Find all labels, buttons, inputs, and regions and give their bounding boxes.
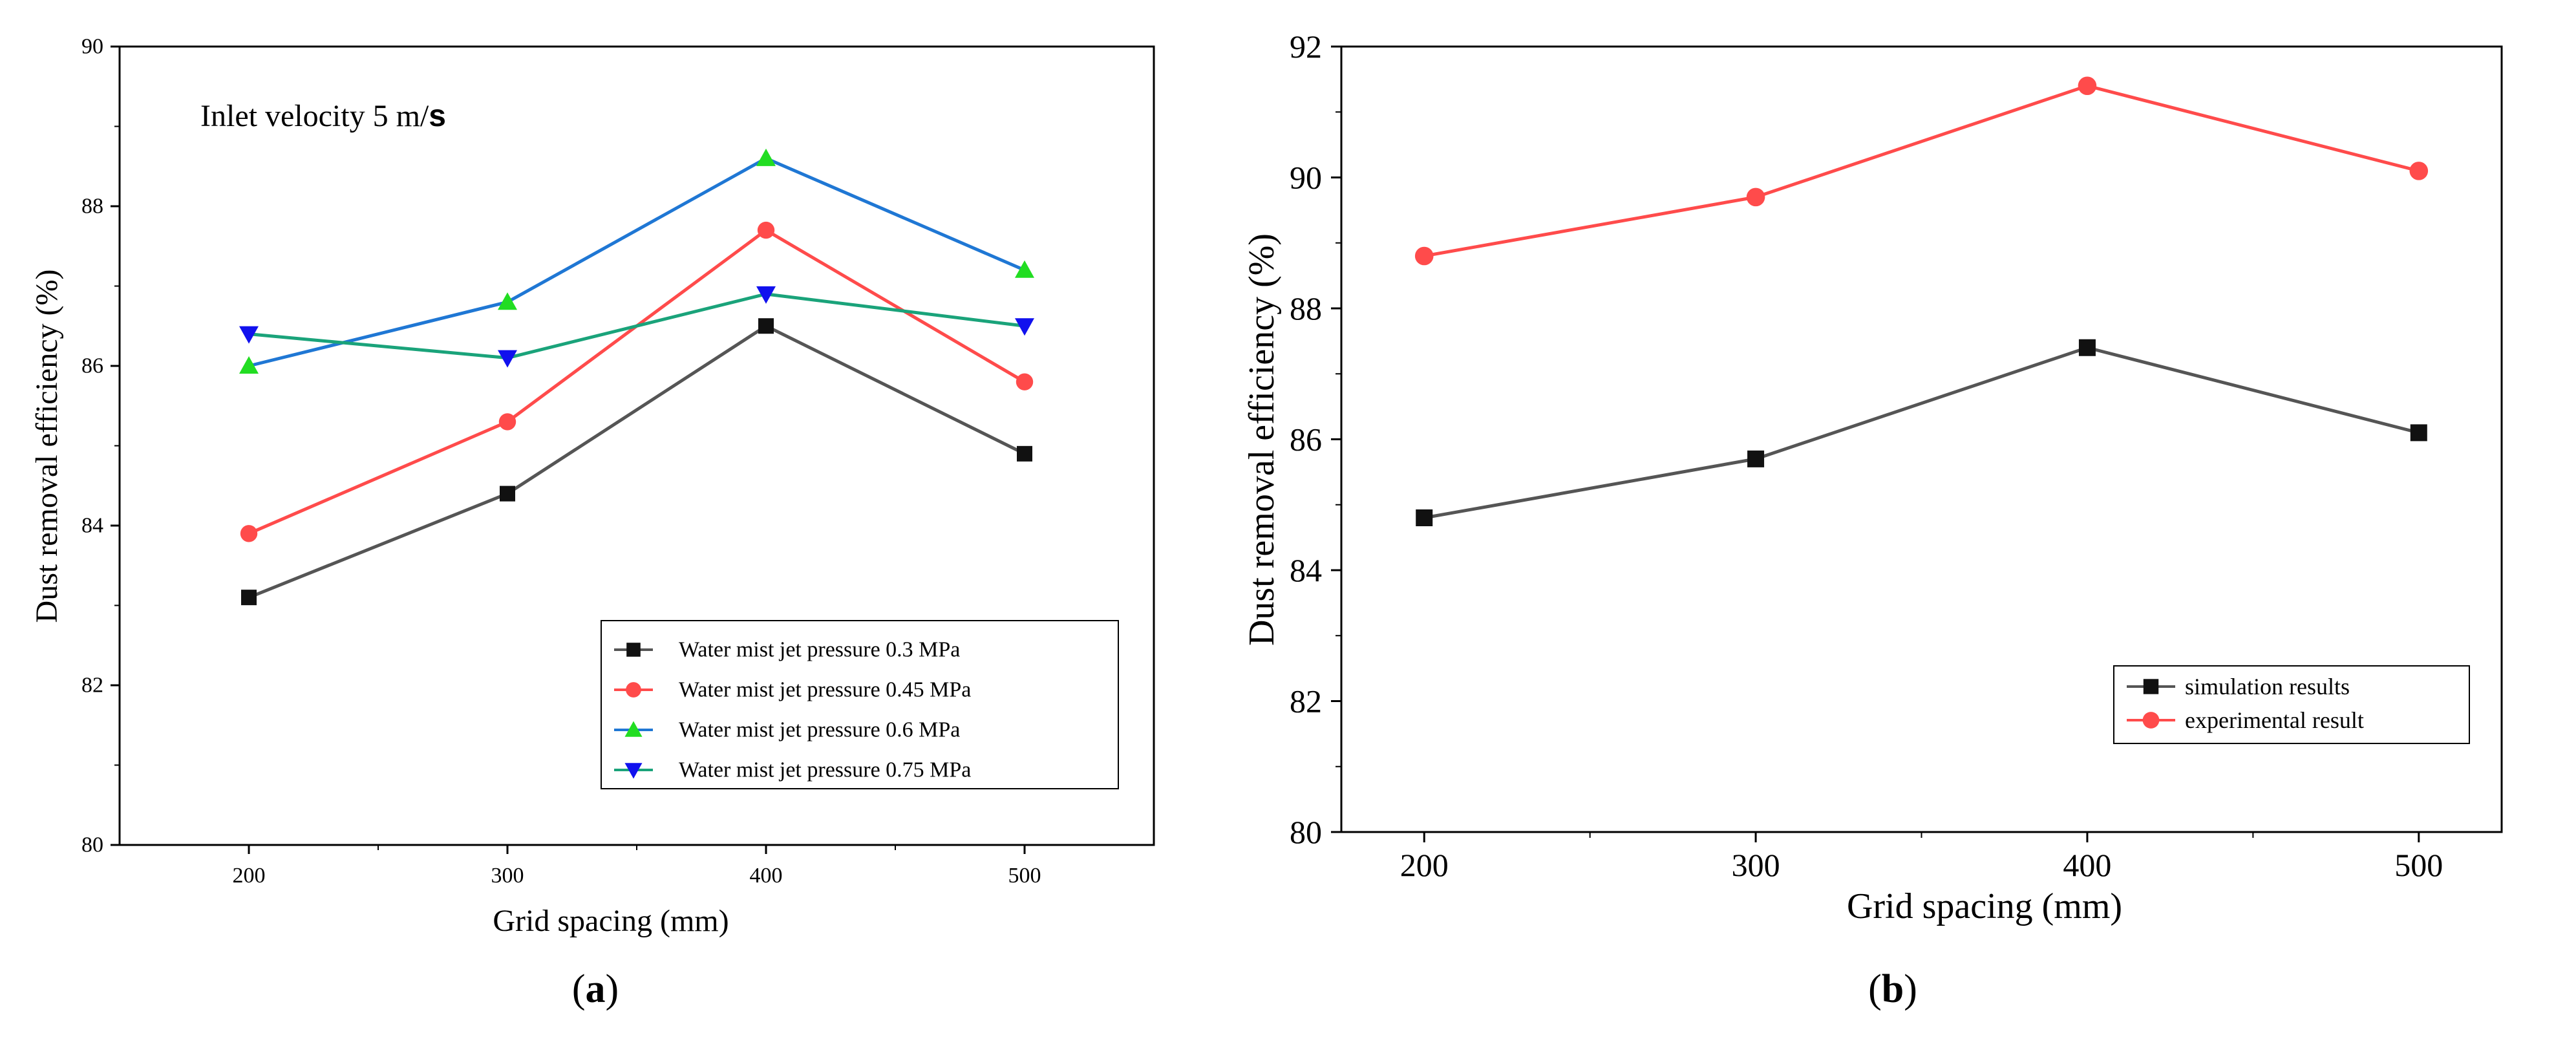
chart-b-marks (1414, 76, 2429, 526)
legend-swatch-marker (626, 643, 641, 657)
chart-a-legend-items: Water mist jet pressure 0.3 MPa Water mis… (614, 638, 971, 782)
chart-a-x-axis-title: Grid spacing (mm) (493, 904, 729, 938)
data-point (500, 486, 515, 502)
chart-b-ticks: 80 82 84 86 88 90 92 200 300 400 500 (1290, 28, 2443, 883)
legend-swatch-marker (626, 682, 641, 698)
y-tick-label: 86 (1290, 422, 1322, 458)
y-tick-label: 90 (81, 35, 103, 59)
legend-swatch-marker (624, 721, 643, 737)
data-point (1015, 260, 1034, 278)
chart-b-x-axis-title: Grid spacing (mm) (1847, 886, 2122, 926)
series-line (248, 228, 1026, 535)
data-point (498, 350, 517, 368)
series-2 (1414, 76, 2429, 266)
chart-b-legend-box (2113, 665, 2470, 744)
x-tick-label: 200 (1400, 847, 1449, 883)
data-point (2078, 76, 2097, 96)
data-point (1414, 246, 1434, 266)
x-tick-label: 500 (1008, 864, 1041, 888)
x-tick-label: 300 (1732, 847, 1780, 883)
data-point (498, 413, 516, 431)
data-point (756, 148, 776, 166)
series-line (248, 292, 1025, 360)
legend-label: Water mist jet pressure 0.75 MPa (679, 758, 971, 782)
chart-b-legend-items: simulation results experimental result (2127, 674, 2364, 733)
y-tick-label: 80 (81, 833, 103, 857)
data-point (241, 590, 257, 606)
legend-label: Water mist jet pressure 0.3 MPa (679, 638, 960, 662)
legend-item: Water mist jet pressure 0.3 MPa (614, 638, 960, 662)
series-line (1423, 84, 2420, 258)
legend-item: Water mist jet pressure 0.6 MPa (614, 718, 960, 742)
series-line (248, 156, 1025, 368)
series-1 (1416, 339, 2427, 526)
data-point (2078, 339, 2096, 356)
y-tick-label: 82 (1290, 683, 1322, 720)
chart-b-y-axis-title: Dust removal efficiency (%) (1242, 233, 1282, 646)
chart-a-y-axis-title: Dust removal efficiency (%) (30, 270, 64, 623)
y-tick-label: 82 (81, 674, 103, 698)
data-point (239, 326, 259, 344)
data-point (1747, 450, 1765, 467)
legend-item: Water mist jet pressure 0.75 MPa (614, 758, 971, 782)
chart-panel-a: 80 82 84 86 88 90 200 300 400 500 Inlet velocity … (30, 35, 1155, 1011)
data-point (1017, 445, 1032, 462)
data-point (758, 318, 774, 334)
data-point (240, 525, 258, 542)
legend-item: experimental result (2127, 707, 2364, 733)
chart-a-legend-box (601, 620, 1119, 789)
legend-label: experimental result (2185, 707, 2364, 733)
chart-a-caption: (a) (572, 967, 619, 1011)
data-point (757, 221, 775, 239)
chart-a-annotation: Inlet velocity 5 m/s (200, 99, 446, 133)
data-point (1016, 373, 1034, 390)
chart-panel-b: 80 82 84 86 88 90 92 200 300 400 500 Grid spacing … (1242, 28, 2503, 1011)
data-point (1015, 318, 1034, 336)
chart-a-legend: Water mist jet pressure 0.3 MPa Water mis… (601, 620, 1119, 789)
series-line (1423, 346, 2420, 520)
legend-swatch-marker (624, 763, 643, 779)
y-tick-label: 84 (81, 514, 103, 538)
legend-label: Water mist jet pressure 0.6 MPa (679, 718, 960, 742)
x-tick-label: 500 (2394, 847, 2443, 883)
series-4 (239, 286, 1034, 368)
data-point (1416, 509, 1433, 526)
data-point (2410, 424, 2427, 442)
y-tick-label: 90 (1290, 160, 1322, 196)
chart-b-legend: simulation results experimental result (2113, 665, 2470, 744)
legend-item: simulation results (2127, 674, 2350, 699)
legend-item: Water mist jet pressure 0.45 MPa (614, 678, 971, 702)
chart-b-caption: (b) (1868, 967, 1917, 1011)
series-2 (240, 221, 1034, 542)
y-tick-label: 88 (1290, 290, 1322, 326)
series-3 (239, 148, 1034, 374)
series-1 (241, 318, 1032, 606)
data-point (2409, 162, 2429, 180)
legend-swatch-marker (2143, 679, 2159, 694)
x-tick-label: 400 (2063, 847, 2111, 883)
y-tick-label: 88 (81, 195, 103, 219)
data-point (498, 292, 517, 310)
data-point (756, 286, 776, 304)
data-point (1746, 187, 1765, 207)
y-tick-label: 84 (1290, 552, 1322, 588)
series-line (248, 324, 1026, 599)
chart-a-marks (239, 148, 1034, 606)
x-tick-label: 400 (750, 864, 783, 888)
y-tick-label: 86 (81, 354, 103, 378)
legend-swatch-marker (2142, 712, 2160, 729)
chart-a-ticks: 80 82 84 86 88 90 200 300 400 500 (81, 35, 1041, 888)
data-point (239, 356, 259, 374)
x-tick-label: 200 (233, 864, 266, 888)
legend-label: Water mist jet pressure 0.45 MPa (679, 678, 971, 702)
y-tick-label: 92 (1290, 28, 1322, 65)
legend-label: simulation results (2185, 674, 2350, 699)
y-tick-label: 80 (1290, 814, 1322, 850)
x-tick-label: 300 (491, 864, 524, 888)
